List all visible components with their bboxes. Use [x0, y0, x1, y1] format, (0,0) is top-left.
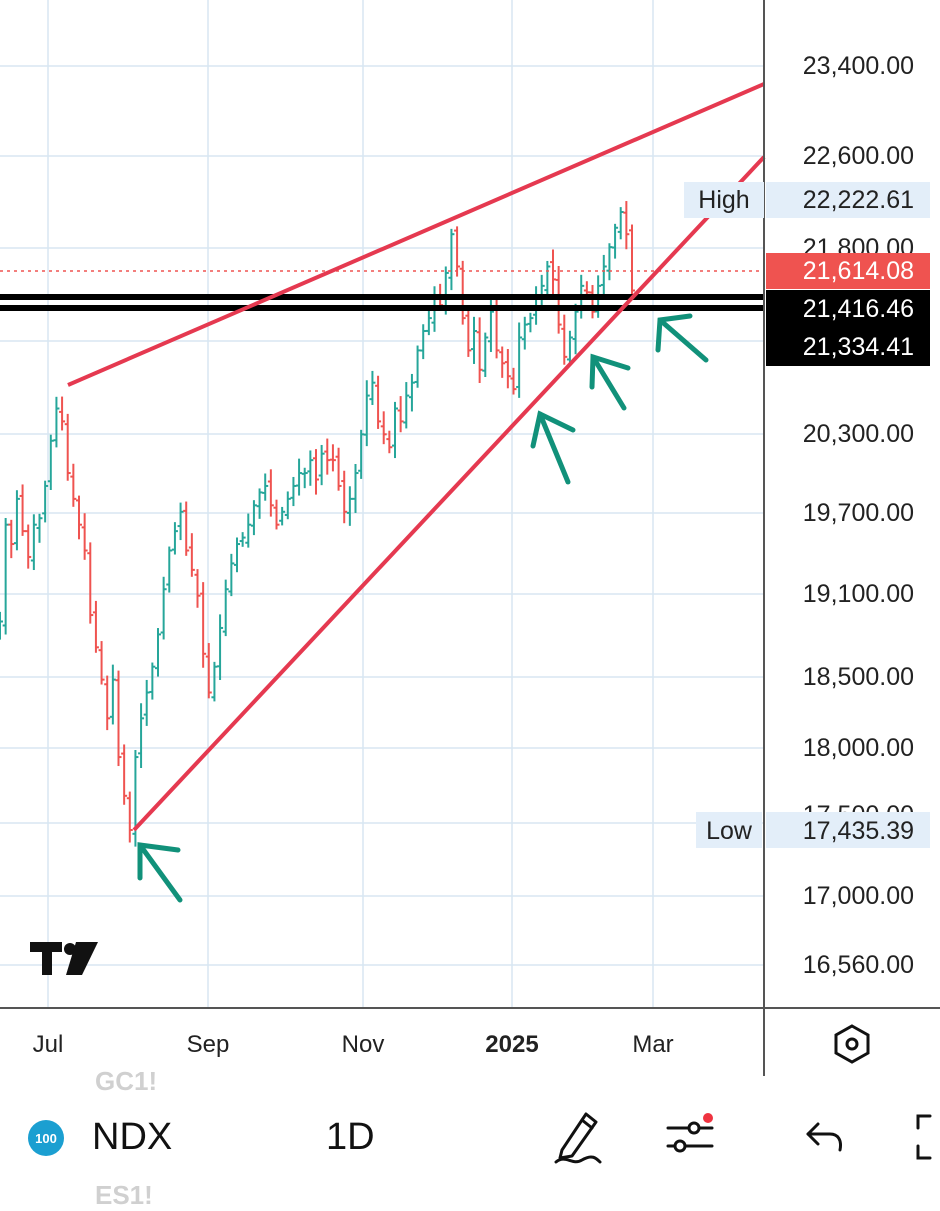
level-line-21416: [0, 294, 764, 300]
ghost-symbol-top: GC1!: [95, 1066, 158, 1096]
y-tick-label: 18,500.00: [803, 663, 914, 691]
ghost-symbol-bottom: ES1!: [95, 1180, 153, 1210]
x-tick-label: Jul: [33, 1031, 64, 1058]
grid: [0, 0, 764, 1008]
last-price-value: 21,614.08: [803, 257, 914, 285]
y-tick-label: 19,700.00: [803, 499, 914, 527]
arrow-1: [137, 842, 183, 903]
symbol-name[interactable]: NDX: [92, 1116, 173, 1158]
x-tick-label: Mar: [632, 1031, 673, 1058]
settings-sliders-icon[interactable]: [664, 1108, 720, 1164]
y-tick-label: 17,000.00: [803, 882, 914, 910]
fullscreen-icon[interactable]: [912, 1112, 940, 1162]
interval-selector[interactable]: 1D: [326, 1116, 375, 1158]
price-chart[interactable]: 23,400.00 22,600.00 21,800.00 20,300.00 …: [0, 0, 940, 1076]
lower-trendline: [132, 155, 766, 832]
y-tick-label: 16,560.00: [803, 951, 914, 979]
low-label-value: 17,435.39: [803, 817, 914, 845]
pencil-icon[interactable]: [552, 1108, 604, 1166]
high-label-text: High: [698, 186, 749, 214]
high-label-value: 22,222.61: [803, 186, 914, 214]
symbol-badge[interactable]: 100: [28, 1120, 64, 1156]
y-tick-label: 18,000.00: [803, 734, 914, 762]
upper-trendline: [67, 82, 765, 387]
arrows: [137, 313, 709, 903]
tradingview-logo: [30, 942, 98, 975]
level-value-2: 21,334.41: [803, 333, 914, 361]
level-label-2: 21,334.41: [766, 328, 930, 366]
x-tick-label: Nov: [342, 1031, 385, 1058]
y-tick-label: 19,100.00: [803, 580, 914, 608]
low-label-text: Low: [706, 817, 753, 845]
hexagon-settings-icon[interactable]: [834, 1024, 870, 1064]
undo-icon[interactable]: [804, 1116, 848, 1156]
x-tick-label: Sep: [187, 1031, 230, 1058]
level-line-21334: [0, 305, 764, 311]
bottom-toolbar: [0, 1076, 940, 1200]
low-label: Low 17,435.39: [696, 812, 930, 848]
y-tick-label: 22,600.00: [803, 142, 914, 170]
arrow-4: [655, 313, 709, 363]
arrow-2: [530, 410, 576, 485]
level-label-1: 21,416.46: [766, 290, 930, 328]
y-tick-label: 20,300.00: [803, 420, 914, 448]
level-value-1: 21,416.46: [803, 295, 914, 323]
x-axis: Jul Sep Nov 2025 Mar: [33, 1031, 674, 1058]
last-price-label: 21,614.08: [766, 253, 930, 289]
x-tick-label: 2025: [485, 1031, 538, 1058]
high-label: High 22,222.61: [684, 182, 930, 218]
arrow-3: [589, 353, 631, 411]
y-tick-label: 23,400.00: [803, 52, 914, 80]
